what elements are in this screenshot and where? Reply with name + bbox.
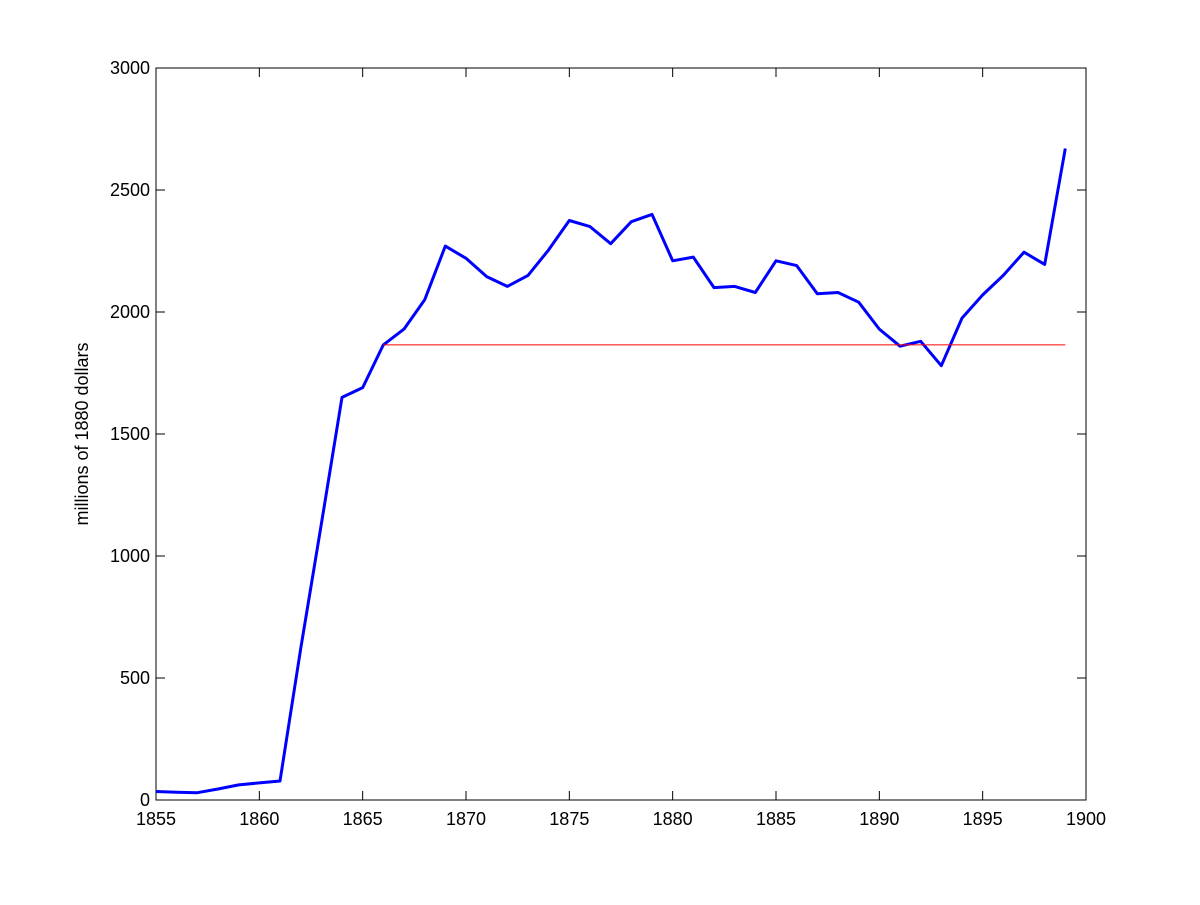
ticks-layer: 1855 1860 1865 1870 1875 1880 1885 1890 1895 1900… [110,58,1106,829]
series-line-blue [155,148,1067,795]
y-tick-label: 1500 [110,424,150,444]
y-tick-label: 2000 [110,302,150,322]
x-tick-label: 1900 [1066,809,1106,829]
y-tick-label: 2500 [110,180,150,200]
y-tick-label: 3000 [110,58,150,78]
x-tick-label: 1855 [136,809,176,829]
series-layer [155,148,1067,795]
y-tick-label: 500 [120,668,150,688]
x-tick-label: 1880 [653,809,693,829]
x-tick-label: 1865 [343,809,383,829]
plot-area [155,67,1087,801]
x-tick-label: 1885 [756,809,796,829]
x-tick-label: 1875 [549,809,589,829]
x-tick-label: 1890 [859,809,899,829]
y-axis-label: millions of 1880 dollars [72,342,92,525]
y-tick-label: 0 [140,790,150,810]
y-tick-label: 1000 [110,546,150,566]
x-tick-label: 1860 [239,809,279,829]
x-tick-label: 1895 [963,809,1003,829]
x-tick-label: 1870 [446,809,486,829]
